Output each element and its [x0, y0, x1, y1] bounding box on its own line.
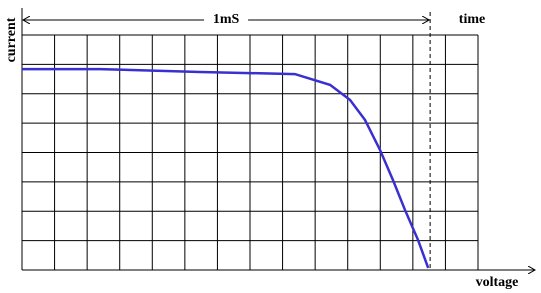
label-bg	[204, 11, 249, 29]
x-axis-label: voltage	[476, 275, 519, 290]
time-label: time	[459, 12, 485, 27]
y-axis-label: current	[4, 17, 19, 62]
interval-label: 1mS	[213, 12, 240, 27]
data-line	[22, 67, 430, 269]
